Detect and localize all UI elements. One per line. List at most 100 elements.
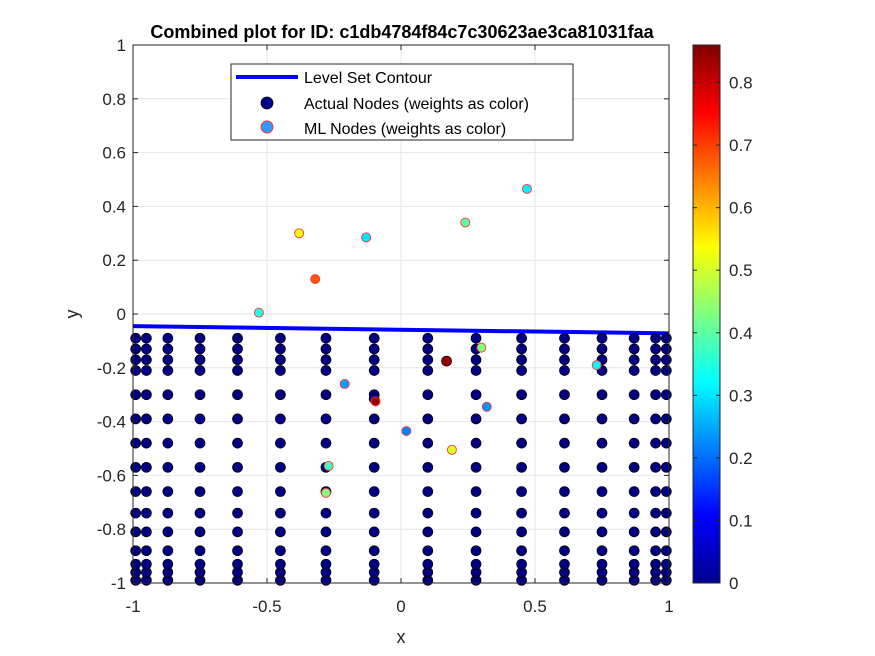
colorbar-tick-label: 0.7 — [729, 136, 753, 155]
actual-node-point — [232, 507, 243, 519]
actual-node-point — [559, 389, 570, 401]
actual-node-point — [141, 389, 152, 401]
actual-node-point — [516, 343, 527, 355]
actual-node-point — [596, 461, 608, 473]
actual-node-point — [628, 526, 640, 538]
colorbar-tick-label: 0.3 — [729, 386, 753, 405]
actual-node-point — [470, 437, 482, 449]
actual-node-point — [232, 558, 243, 570]
actual-node-point — [130, 413, 142, 425]
actual-node-point — [660, 558, 672, 570]
y-tick-label: -0.6 — [97, 466, 126, 485]
actual-node-point — [516, 545, 527, 557]
actual-node-point — [516, 354, 527, 366]
actual-node-point — [660, 365, 672, 376]
actual-node-point — [596, 558, 608, 570]
actual-node-point — [141, 365, 152, 376]
actual-node-point — [320, 507, 332, 519]
actual-node-point — [162, 486, 174, 497]
actual-node-point — [628, 389, 640, 401]
legend-contour-label: Level Set Contour — [304, 70, 433, 87]
actual-node-point — [650, 354, 661, 366]
actual-node-point — [141, 354, 152, 366]
actual-node-point — [162, 461, 174, 473]
actual-node-point — [628, 437, 640, 449]
actual-node-point — [194, 461, 206, 473]
legend-ml-label: ML Nodes (weights as color) — [304, 121, 506, 138]
actual-node-point — [470, 389, 482, 401]
actual-node-point — [660, 526, 672, 538]
actual-node-point — [596, 343, 608, 355]
actual-node-point — [628, 343, 640, 355]
ml-node-point — [370, 396, 381, 407]
actual-node-point — [422, 558, 434, 570]
actual-node-point — [596, 437, 608, 449]
ml-node-point — [591, 360, 602, 371]
actual-node-point — [232, 365, 243, 376]
actual-node-point — [628, 558, 640, 570]
actual-node-point — [162, 558, 174, 570]
ml-node-point — [323, 461, 334, 471]
x-tick-label: -1 — [125, 597, 140, 616]
actual-node-point — [559, 526, 570, 538]
ml-node-point — [460, 217, 471, 228]
actual-node-point — [660, 413, 672, 425]
actual-node-point — [516, 461, 527, 473]
actual-node-point — [368, 343, 380, 355]
colorbar-tick-label: 0.5 — [729, 261, 753, 280]
actual-node-point — [194, 437, 206, 449]
actual-node-point — [141, 526, 152, 538]
actual-node-point — [275, 365, 286, 376]
actual-node-point — [660, 437, 672, 449]
actual-node-point — [470, 545, 482, 557]
actual-node-point — [232, 389, 243, 401]
level-set-contour — [132, 324, 670, 336]
actual-node-point — [130, 365, 142, 376]
actual-node-point — [559, 354, 570, 366]
actual-node-point — [141, 558, 152, 570]
actual-node-point — [232, 545, 243, 557]
actual-node-point — [516, 413, 527, 425]
actual-node-point — [320, 437, 332, 449]
actual-node-point — [130, 332, 142, 344]
ml-node-point — [361, 232, 372, 243]
actual-node-point — [470, 507, 482, 519]
actual-node-point — [320, 343, 332, 355]
actual-node-point — [368, 437, 380, 449]
actual-node-point — [194, 526, 206, 538]
actual-node-point — [130, 507, 142, 519]
actual-node-point — [559, 413, 570, 425]
actual-node-point — [194, 354, 206, 366]
actual-node-point — [194, 413, 206, 425]
actual-node-point — [650, 343, 661, 355]
actual-node-point — [559, 558, 570, 570]
actual-node-point — [422, 354, 434, 366]
actual-node-point — [194, 486, 206, 497]
actual-node-point — [368, 558, 380, 570]
legend: Level Set Contour Actual Nodes (weights … — [230, 63, 574, 141]
colorbar-tick-label: 0.6 — [729, 199, 753, 218]
actual-node-point — [650, 365, 661, 376]
actual-node-point — [441, 355, 452, 367]
ml-node-point — [401, 426, 412, 436]
actual-node-point — [596, 507, 608, 519]
ml-node-point — [476, 342, 487, 353]
actual-node-point — [422, 332, 434, 344]
actual-node-point — [141, 545, 152, 557]
colorbar-tick-label: 0 — [729, 574, 738, 593]
actual-node-point — [422, 507, 434, 519]
ml-node-point — [446, 444, 457, 455]
actual-node-point — [275, 461, 286, 473]
actual-node-point — [194, 545, 206, 557]
actual-node-point — [559, 486, 570, 497]
actual-node-point — [130, 389, 142, 401]
actual-node-point — [422, 461, 434, 473]
actual-node-point — [628, 332, 640, 344]
actual-node-point — [516, 486, 527, 497]
actual-node-point — [368, 507, 380, 519]
chart-title: Combined plot for ID: c1db4784f84c7c3062… — [150, 22, 654, 42]
ml-nodes-layer — [254, 183, 602, 498]
actual-node-point — [650, 486, 661, 497]
actual-node-point — [628, 545, 640, 557]
actual-node-point — [162, 413, 174, 425]
